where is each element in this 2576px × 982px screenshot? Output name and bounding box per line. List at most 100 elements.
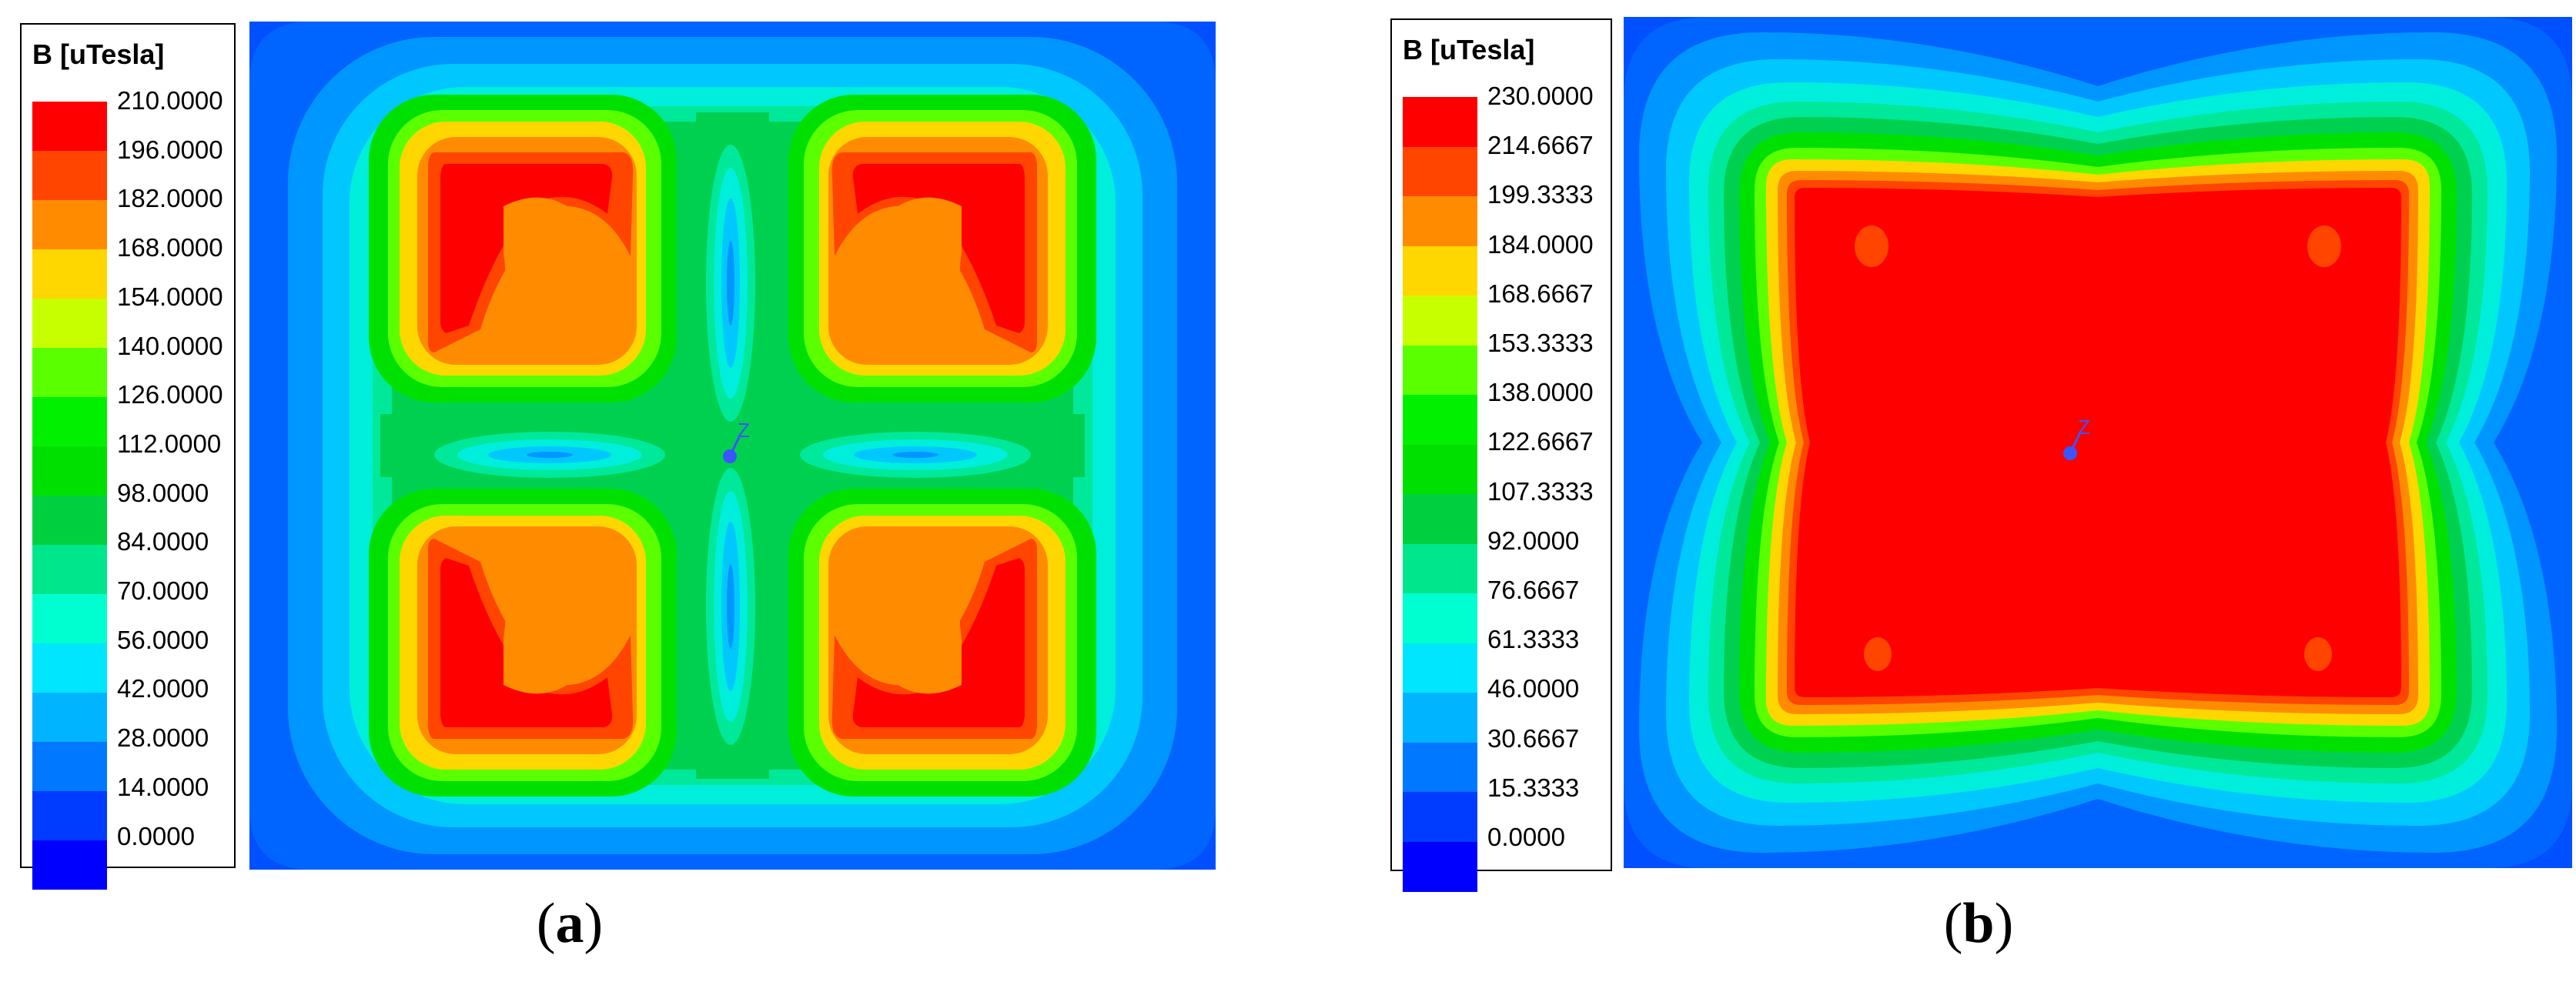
contour-band <box>2304 637 2332 671</box>
contour-band <box>852 558 1025 727</box>
contour-band <box>1855 225 1889 267</box>
legend-swatch <box>32 397 107 446</box>
legend-tick-label: 15.3333 <box>1487 773 1580 802</box>
legend-swatch <box>32 643 107 693</box>
caption-a: (a) <box>493 891 647 957</box>
caption-close: ) <box>1994 892 2014 955</box>
legend-b: B [uTesla] 230.0000 214.6667 199.3333 184.0… <box>1390 18 1612 892</box>
legend-tick-label: 210.0000 <box>117 86 223 115</box>
legend-swatch <box>32 200 107 249</box>
legend-a: B [uTesla] 210.0000 196.0000 182.0000 168.0… <box>20 23 236 890</box>
legend-swatch <box>32 348 107 397</box>
contour-band <box>440 558 613 727</box>
contour-band <box>727 564 734 649</box>
coil-region <box>369 95 677 402</box>
axis-line <box>728 436 741 457</box>
legend-tick-label: 46.0000 <box>1487 674 1580 703</box>
legend-tick-label: 199.3333 <box>1487 180 1594 209</box>
legend-tick-label: 76.6667 <box>1487 576 1580 604</box>
legend-swatch <box>32 840 107 890</box>
caption-open: ( <box>536 892 556 955</box>
legend-title: B [uTesla] <box>32 38 165 70</box>
legend-tick-label: 122.6667 <box>1487 427 1594 456</box>
coil-region <box>369 489 677 797</box>
legend-tick-label: 196.0000 <box>117 135 223 164</box>
legend-tick-label: 30.6667 <box>1487 723 1580 753</box>
contour-band <box>440 164 613 333</box>
legend-swatch <box>1403 643 1477 693</box>
legend-swatch <box>32 151 107 200</box>
legend-tick-label: 98.0000 <box>117 478 209 507</box>
legend-tick-label: 112.0000 <box>117 429 222 458</box>
legend-tick-label: 42.0000 <box>117 674 209 703</box>
field-contour-a: Z <box>249 22 1216 870</box>
legend-tick-label: 14.0000 <box>117 772 209 801</box>
contour-band <box>485 535 619 694</box>
coil-region <box>788 489 1096 797</box>
axis-line <box>2069 433 2081 454</box>
legend-swatch <box>1403 146 1477 197</box>
caption-letter: b <box>1962 892 1995 955</box>
legend-swatch <box>1403 841 1477 892</box>
legend-swatch <box>32 249 107 299</box>
contour-band <box>485 197 619 356</box>
legend-swatch <box>32 102 107 151</box>
legend-tick-label: 126.0000 <box>117 380 223 409</box>
legend-swatch <box>1403 296 1477 346</box>
legend-tick-label: 230.0000 <box>1487 82 1594 110</box>
legend-tick-label: 214.6667 <box>1487 131 1594 160</box>
caption-letter: a <box>555 892 584 955</box>
z-axis-marker: Z <box>723 419 750 463</box>
contour-band <box>1864 637 1892 671</box>
legend-swatch <box>32 496 107 545</box>
legend-tick-label: 0.0000 <box>1487 823 1565 851</box>
legend-tick-label: 154.0000 <box>117 282 223 311</box>
legend-swatch <box>32 742 107 791</box>
z-axis-marker: Z <box>2063 416 2090 460</box>
legend-tick-label: 153.3333 <box>1487 329 1594 357</box>
legend-swatch <box>1403 693 1477 743</box>
legend-swatch <box>32 693 107 742</box>
contour-band <box>892 452 938 458</box>
legend-tick-label: 168.0000 <box>117 233 223 262</box>
field-plot-b: Z <box>1624 17 2572 868</box>
caption-open: ( <box>1943 892 1963 955</box>
contour-band <box>1795 188 2401 697</box>
legend-swatch <box>1403 444 1477 495</box>
legend-swatch <box>32 791 107 840</box>
legend-title: B [uTesla] <box>1403 34 1535 65</box>
legend-swatch <box>1403 543 1477 594</box>
contour-band <box>2307 225 2341 267</box>
contour-band <box>527 452 573 458</box>
legend-tick-label: 182.0000 <box>117 184 223 213</box>
legend-swatch <box>1403 593 1477 643</box>
legend-tick-label: 107.3333 <box>1487 476 1594 506</box>
center-slots <box>434 145 1031 745</box>
legend-tick-label: 184.0000 <box>1487 229 1594 259</box>
legend-swatch <box>32 594 107 643</box>
legend-swatch <box>1403 742 1477 793</box>
legend-swatch <box>1403 792 1477 842</box>
axis-label: Z <box>2078 416 2090 439</box>
contour-band <box>846 197 980 356</box>
legend-swatch <box>1403 196 1477 246</box>
contour-band <box>852 164 1025 333</box>
legend-swatch <box>1403 97 1477 147</box>
legend-tick-label: 0.0000 <box>117 821 195 850</box>
legend-swatch <box>32 545 107 594</box>
field-contour-b: Z <box>1624 17 2572 868</box>
caption-b: (b) <box>1902 891 2056 957</box>
legend-tick-label: 28.0000 <box>117 723 209 753</box>
legend-tick-label: 56.0000 <box>117 625 209 654</box>
legend-swatch <box>1403 345 1477 396</box>
legend-swatch <box>1403 246 1477 296</box>
legend-tick-label: 138.0000 <box>1487 378 1594 407</box>
field-plot-a: Z <box>249 22 1216 870</box>
legend-tick-label: 70.0000 <box>117 576 209 605</box>
contour-band <box>727 241 734 326</box>
legend-swatch <box>32 446 107 496</box>
legend-tick-label: 61.3333 <box>1487 625 1580 654</box>
legend-tick-label: 84.0000 <box>117 527 209 556</box>
caption-close: ) <box>584 892 604 955</box>
axis-label: Z <box>738 419 750 442</box>
